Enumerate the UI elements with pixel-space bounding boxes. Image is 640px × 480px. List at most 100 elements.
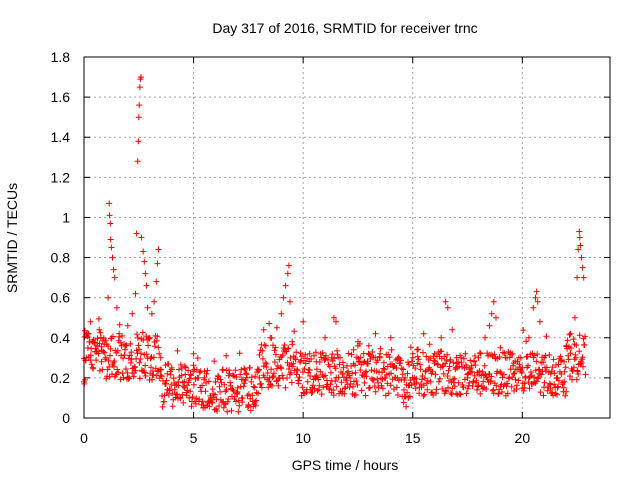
data-point [273, 378, 280, 385]
data-point [296, 374, 303, 381]
data-point [504, 380, 511, 387]
data-point [217, 388, 223, 395]
data-point [476, 368, 483, 374]
data-point [136, 102, 143, 109]
data-point [300, 318, 307, 325]
data-point [85, 330, 92, 337]
data-point [196, 396, 203, 403]
data-point [248, 374, 255, 381]
data-point [284, 375, 290, 381]
data-point [114, 366, 121, 373]
data-point [186, 375, 193, 382]
data-point [273, 365, 280, 372]
data-point [403, 403, 410, 410]
data-point [263, 360, 270, 367]
data-point [298, 353, 305, 360]
data-point [284, 359, 291, 366]
y-tick-label: 0.2 [51, 370, 71, 386]
data-point [158, 373, 165, 380]
data-point [145, 342, 152, 349]
data-point [88, 361, 95, 368]
data-point [312, 349, 319, 356]
data-point [134, 158, 141, 165]
data-point [415, 356, 422, 363]
data-point [362, 392, 369, 399]
data-point [256, 366, 262, 373]
data-point [546, 352, 553, 358]
data-point [151, 343, 158, 350]
data-point [501, 350, 508, 357]
data-point [136, 84, 143, 91]
data-point [322, 334, 329, 341]
data-point [547, 370, 554, 377]
data-point [532, 294, 539, 301]
data-point [578, 254, 585, 261]
data-point [541, 379, 548, 386]
data-point [571, 314, 578, 321]
data-point [185, 367, 192, 374]
data-point [155, 246, 162, 253]
data-point [169, 403, 176, 410]
y-tick-label: 1.6 [51, 89, 71, 105]
data-point [445, 367, 452, 374]
data-point [477, 350, 484, 357]
data-point [509, 350, 516, 357]
data-point [232, 398, 239, 405]
data-point [329, 351, 336, 358]
data-point [475, 354, 482, 361]
data-point [380, 365, 387, 372]
data-point [217, 376, 224, 383]
data-point [294, 367, 301, 374]
data-point [273, 324, 280, 331]
data-point [165, 361, 172, 367]
data-point [490, 298, 497, 305]
data-point [442, 298, 449, 305]
data-point [357, 367, 364, 374]
data-point [386, 354, 393, 361]
data-point [558, 371, 565, 377]
data-point [258, 380, 264, 387]
data-point [181, 384, 188, 391]
data-point [96, 326, 103, 333]
data-point [497, 369, 504, 375]
data-point [460, 355, 467, 362]
data-point [408, 382, 415, 388]
data-point [261, 342, 268, 348]
data-point [127, 359, 134, 366]
x-tick-label: 15 [405, 430, 421, 446]
data-point [259, 347, 266, 354]
data-point [401, 386, 407, 393]
data-point [199, 382, 206, 389]
data-point [153, 278, 160, 285]
data-point [581, 341, 588, 348]
data-point [436, 375, 443, 382]
data-point [106, 200, 113, 207]
data-point [87, 318, 94, 325]
data-point [279, 352, 286, 359]
data-point [285, 262, 292, 269]
data-point [285, 345, 292, 352]
data-point [161, 398, 167, 405]
data-point [394, 392, 401, 398]
data-point [110, 363, 117, 370]
data-point [271, 370, 277, 377]
data-point [497, 344, 504, 351]
data-point [177, 361, 184, 368]
data-point [330, 314, 337, 321]
data-point [284, 270, 291, 277]
data-point [552, 390, 559, 397]
data-point [329, 358, 336, 364]
data-point [219, 366, 226, 373]
data-point [148, 310, 155, 317]
data-point [445, 384, 451, 391]
data-point [533, 358, 540, 365]
data-point [176, 366, 182, 373]
data-point [572, 354, 579, 361]
data-point [139, 329, 146, 336]
data-point [350, 383, 356, 390]
data-point [143, 351, 150, 358]
data-point [483, 386, 490, 392]
data-point [365, 342, 372, 349]
data-point [299, 369, 306, 376]
data-point [420, 349, 426, 356]
